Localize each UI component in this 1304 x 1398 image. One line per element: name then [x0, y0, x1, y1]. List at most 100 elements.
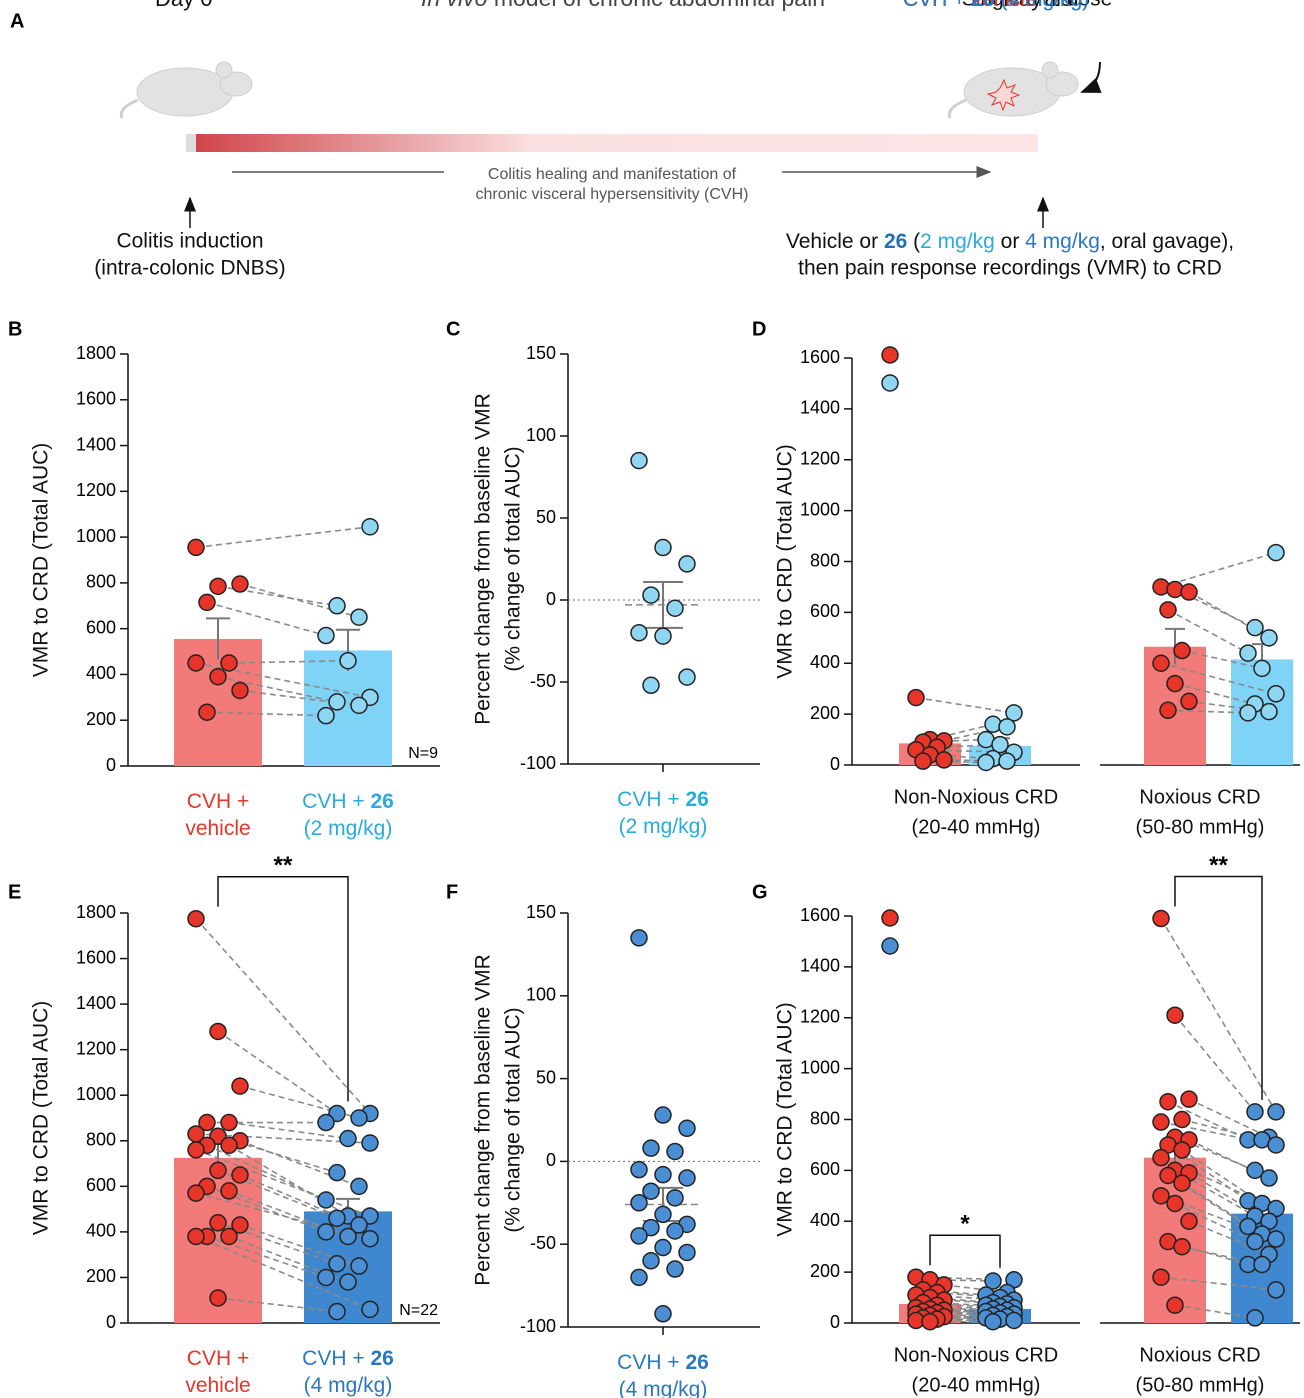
y-tick-label: 50: [536, 507, 556, 527]
pair-line: [1188, 700, 1270, 713]
data-point: [220, 1113, 238, 1132]
y-tick-label: -100: [520, 753, 556, 773]
data-point: [1152, 1113, 1170, 1131]
timeline-title-part: In vivo: [421, 0, 488, 11]
data-point: [209, 1022, 227, 1041]
end-note-part: 4 mg/kg: [1025, 230, 1100, 253]
x-tick-label-part: 26: [370, 1347, 393, 1370]
data-point: [1267, 1230, 1285, 1248]
data-point: [998, 718, 1016, 736]
data-point: [678, 1243, 696, 1262]
significance-label: *: [960, 1211, 970, 1238]
pair-line: [1181, 1245, 1263, 1266]
data-point: [317, 706, 335, 725]
y-tick-label: 200: [810, 1261, 840, 1281]
data-point: [1173, 1110, 1191, 1129]
x-tick-label: CVH + 26: [302, 1347, 394, 1370]
pair-line: [217, 675, 338, 703]
panel-letter: C: [446, 318, 460, 340]
data-point: [630, 1227, 648, 1245]
pair-line: [217, 1030, 338, 1115]
data-point: [921, 1312, 939, 1331]
data-point: [1159, 601, 1177, 619]
pair-line: [1174, 1014, 1256, 1113]
y-tick-label: 1600: [800, 905, 840, 925]
y-axis-label: (% change of total AUC): [502, 1007, 525, 1232]
x-tick-label: vehicle: [185, 1374, 250, 1397]
y-tick-label: 1800: [76, 902, 116, 922]
panel-letter: G: [752, 881, 768, 903]
x-tick-label-part: (2 mg/kg): [619, 815, 708, 838]
legend-label-part: CVH + vehicle: [903, 0, 1037, 11]
data-point: [231, 575, 249, 593]
data-point: [231, 1216, 249, 1234]
data-point: [1180, 1212, 1198, 1230]
data-point: [914, 752, 932, 770]
pair-line: [195, 526, 371, 549]
dose-note: Single oral dose: [962, 0, 1113, 11]
pair-line: [1167, 1144, 1249, 1202]
data-point: [1246, 1161, 1264, 1180]
data-point: [1173, 1141, 1191, 1159]
y-tick-label: 1200: [76, 480, 116, 500]
data-point: [984, 715, 1002, 734]
panel-letter: A: [10, 10, 24, 32]
data-point: [666, 1189, 684, 1207]
y-tick-label: 400: [86, 663, 116, 683]
data-point: [187, 909, 205, 928]
data-point: [1260, 1169, 1278, 1187]
data-point: [1166, 1006, 1184, 1024]
y-tick-label: 0: [546, 589, 556, 609]
significance-bracket: [217, 875, 349, 1102]
y-tick-label: 800: [810, 550, 840, 570]
y-tick-label: 400: [810, 652, 840, 672]
data-point: [220, 654, 238, 672]
data-point: [1005, 1311, 1023, 1330]
y-tick-label: -50: [530, 1233, 556, 1253]
data-point: [642, 586, 660, 604]
pair-line: [195, 918, 371, 1114]
legend-label-part: (2 mg/kg): [995, 0, 1090, 11]
day-label: Day 28: [1003, 0, 1073, 11]
y-tick-label: 600: [86, 1175, 116, 1195]
y-tick-label: 400: [810, 1210, 840, 1230]
data-point: [630, 1268, 648, 1287]
data-point: [1159, 701, 1177, 720]
timeline-stub: [186, 134, 196, 152]
data-point: [1166, 1296, 1184, 1314]
mouse-left: [119, 61, 253, 119]
data-point: [1239, 1217, 1257, 1236]
data-point: [361, 1229, 379, 1248]
y-tick-label: 1600: [76, 947, 116, 967]
pair-line: [1181, 1182, 1263, 1235]
dose-arrow: [1080, 61, 1102, 93]
data-point: [1253, 1255, 1271, 1274]
x-tick-label: (20-40 mmHg): [912, 1374, 1041, 1396]
data-point: [678, 1119, 696, 1138]
data-point: [220, 1227, 238, 1246]
data-point: [1152, 1148, 1170, 1167]
significance-bracket: [929, 1234, 1001, 1268]
y-tick-label: 1400: [76, 993, 116, 1013]
data-point: [654, 1205, 672, 1224]
y-axis-label: (% change of total AUC): [502, 446, 525, 671]
x-tick-label-part: 26: [685, 788, 708, 811]
x-tick-label: (20-40 mmHg): [912, 816, 1041, 838]
data-point: [1152, 578, 1170, 596]
data-point: [1166, 674, 1184, 693]
data-point: [1239, 1192, 1257, 1210]
x-tick-label: (2 mg/kg): [304, 817, 393, 840]
pair-line: [206, 1144, 327, 1201]
pair-line: [1174, 682, 1256, 705]
y-tick-label: 0: [830, 754, 840, 774]
y-tick-label: 800: [86, 572, 116, 592]
legend-label-part: 26: [971, 0, 994, 11]
y-tick-label: 600: [86, 617, 116, 637]
x-tick-label-part: 26: [370, 790, 393, 813]
data-point: [220, 1136, 238, 1155]
y-tick-label: 100: [526, 425, 556, 445]
data-point: [666, 599, 684, 617]
legend-label: CVH + 26 (2 mg/kg): [903, 0, 1089, 11]
legend-label-part: 26: [971, 0, 994, 11]
data-point: [350, 1257, 368, 1275]
